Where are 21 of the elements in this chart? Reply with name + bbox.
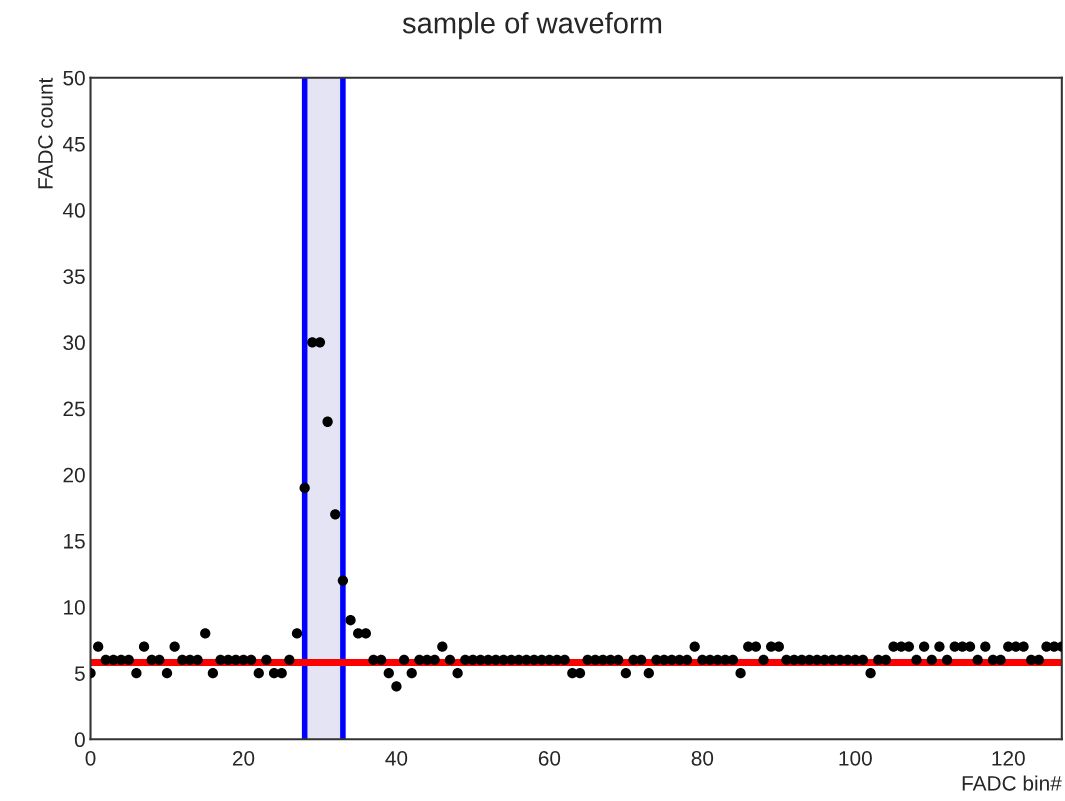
chart-title: sample of waveform bbox=[402, 12, 662, 40]
x-axis-title: FADC bin# bbox=[962, 775, 1062, 791]
y-tick-label: 10 bbox=[64, 600, 85, 615]
y-tick-label: 5 bbox=[74, 666, 85, 681]
x-tick-label: 20 bbox=[232, 750, 255, 766]
x-tick-label: 120 bbox=[992, 750, 1025, 766]
y-tick-label: 0 bbox=[74, 732, 85, 748]
y-tick-label: 25 bbox=[63, 401, 85, 417]
x-tick-label: 0 bbox=[85, 750, 96, 766]
y-tick-label: 45 bbox=[62, 137, 85, 152]
y-tick-label: 40 bbox=[62, 203, 85, 218]
y-tick-label: 20 bbox=[63, 467, 85, 483]
y-tick-label: 35 bbox=[63, 269, 85, 284]
x-tick-label: 40 bbox=[385, 750, 408, 766]
x-tick-label: 100 bbox=[839, 750, 872, 766]
y-tick-label: 50 bbox=[63, 70, 85, 86]
y-tick-label: 30 bbox=[63, 335, 85, 351]
y-tick-label: 15 bbox=[64, 534, 85, 549]
x-tick-label: 80 bbox=[691, 750, 714, 766]
y-axis-title: FADC count bbox=[38, 77, 53, 189]
x-tick-label: 60 bbox=[538, 750, 561, 766]
